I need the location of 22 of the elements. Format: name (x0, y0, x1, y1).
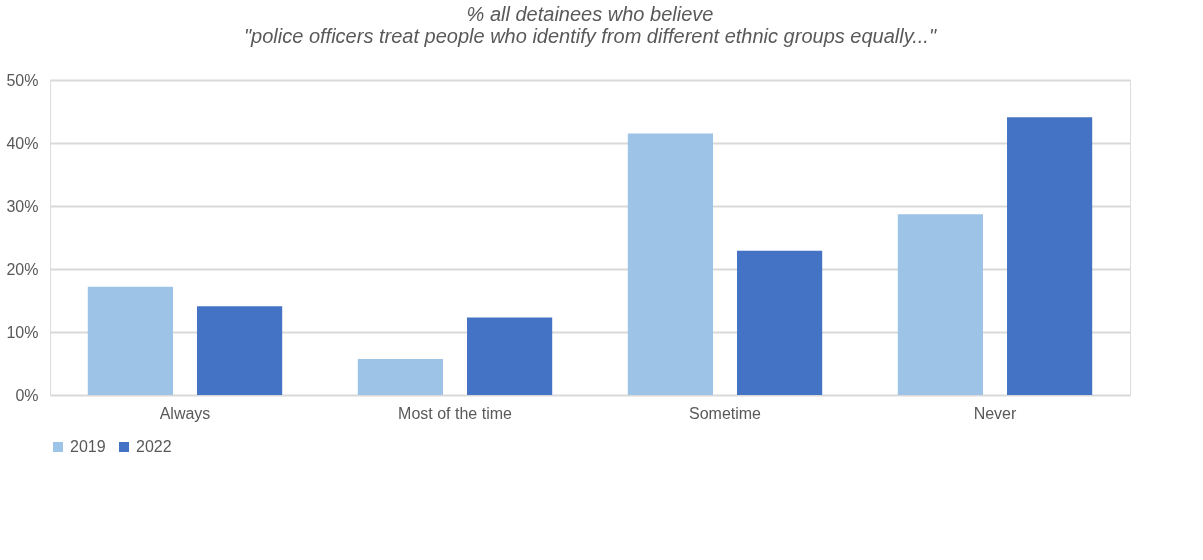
bar (737, 250, 823, 395)
y-tick-label: 10% (6, 323, 39, 341)
bar (897, 214, 983, 395)
x-tick-label: Most of the time (398, 404, 513, 422)
bar (87, 286, 173, 395)
x-tick-label: Sometime (688, 404, 762, 422)
legend-label: 2022 (136, 438, 172, 455)
y-tick-label: 20% (6, 260, 39, 278)
x-tick-label: Never (973, 404, 1018, 422)
text: "police officers treat people who identify from different ethnic groups equally..." (244, 25, 936, 47)
y-tick-label: 50% (6, 71, 39, 89)
y-tick-label: 0% (15, 386, 39, 404)
bar (627, 133, 713, 395)
bar (467, 317, 553, 395)
legend-label: 2019 (70, 438, 106, 455)
bar (197, 306, 283, 395)
text: % all detainees who believe (466, 3, 714, 25)
x-tick-label: Always (159, 404, 211, 422)
bar (357, 359, 443, 395)
y-tick-label: 40% (6, 134, 39, 152)
bar (1007, 117, 1093, 395)
y-tick-label: 30% (6, 197, 39, 215)
